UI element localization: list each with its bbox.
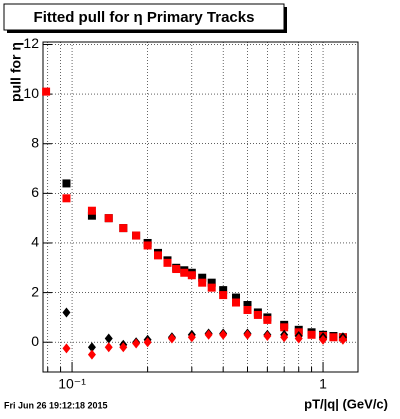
data-point: [87, 349, 96, 360]
data-point: [329, 333, 338, 342]
data-point: [62, 179, 71, 188]
data-point: [104, 333, 113, 344]
data-point: [172, 265, 181, 274]
data-point: [62, 307, 71, 318]
data-point: [143, 241, 152, 250]
data-point: [187, 332, 196, 343]
plot-frame: [42, 41, 359, 373]
data-point: [62, 343, 71, 354]
y-axis-label: pull for η: [8, 42, 24, 102]
data-point: [154, 251, 163, 260]
data-point: [42, 87, 51, 96]
data-point: [263, 331, 272, 342]
data-point: [180, 268, 189, 277]
data-point: [132, 231, 141, 240]
data-point: [204, 329, 213, 340]
data-point: [263, 315, 272, 324]
y-tick-label: 4: [31, 234, 39, 250]
data-point: [243, 329, 252, 340]
data-point: [319, 334, 328, 345]
data-point: [307, 330, 316, 339]
footer-date: Fri Jun 26 19:12:18 2015: [4, 400, 108, 410]
data-point: [243, 305, 252, 314]
data-point: [294, 333, 303, 344]
data-point: [119, 224, 128, 233]
data-point: [219, 291, 228, 300]
data-point: [143, 337, 152, 348]
data-point: [87, 211, 96, 220]
data-point: [198, 278, 207, 287]
y-tick-label: 12: [23, 35, 39, 51]
data-point: [104, 342, 113, 353]
data-point: [232, 293, 241, 302]
data-point: [243, 301, 252, 310]
x-axis-label: pT/|q| (GeV/c): [304, 396, 388, 411]
title-box: [3, 3, 285, 31]
data-point: [207, 278, 216, 287]
data-point: [207, 283, 216, 292]
data-point: [219, 329, 228, 340]
x-tick-label: 1: [319, 376, 327, 392]
data-point: [132, 338, 141, 349]
y-tick-label: 10: [23, 85, 39, 101]
data-point: [104, 214, 113, 223]
data-point: [187, 271, 196, 280]
data-point: [253, 310, 262, 319]
chart-title: Fitted pull for η Primary Tracks: [34, 9, 255, 26]
data-point: [198, 273, 207, 282]
x-tick-label: 10⁻¹: [58, 376, 86, 392]
data-point: [280, 332, 289, 343]
y-tick-label: 2: [31, 283, 39, 299]
data-point: [62, 194, 71, 203]
y-tick-label: 8: [31, 134, 39, 150]
data-point: [338, 334, 347, 345]
y-tick-label: 0: [31, 333, 39, 349]
y-tick-label: 6: [31, 184, 39, 200]
data-point: [163, 258, 172, 267]
data-point: [280, 323, 289, 332]
data-point: [119, 342, 128, 353]
data-point: [87, 206, 96, 215]
data-point: [219, 286, 228, 295]
data-point: [87, 342, 96, 353]
data-point: [167, 333, 176, 344]
data-point: [232, 298, 241, 307]
